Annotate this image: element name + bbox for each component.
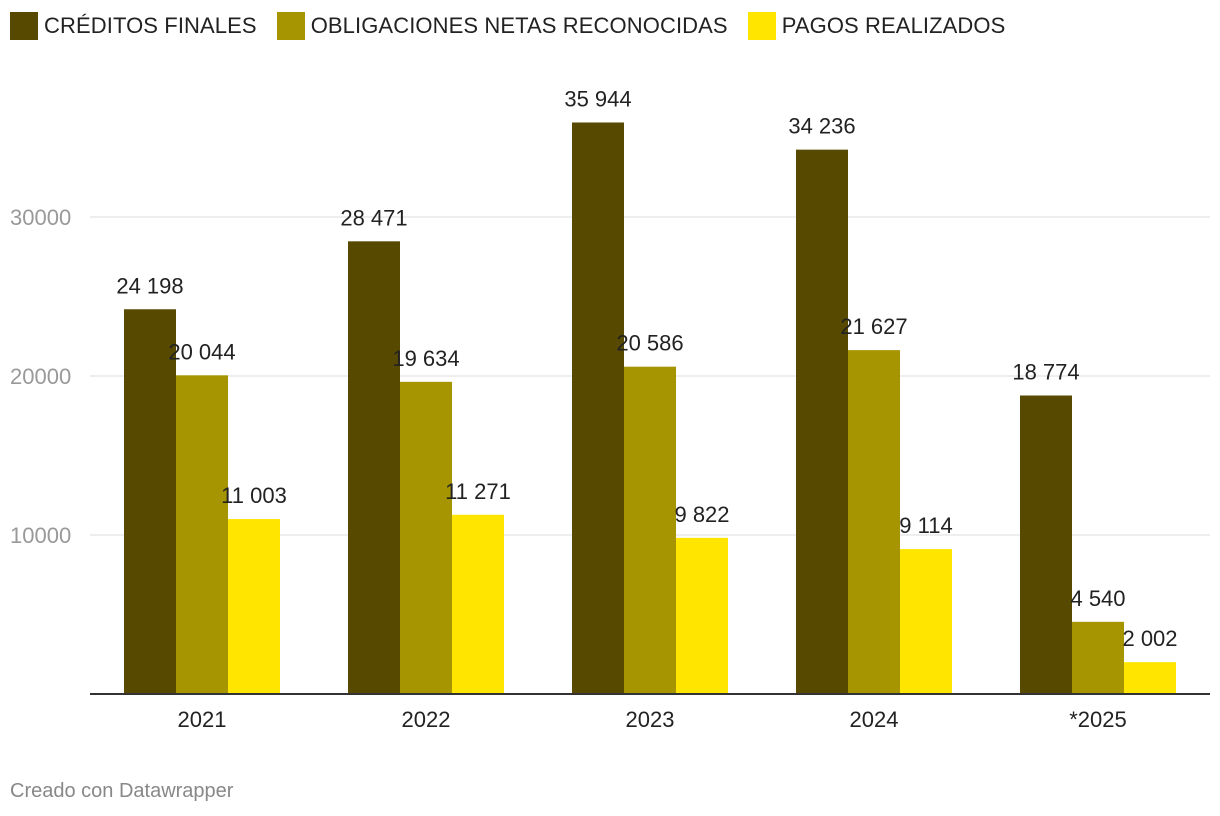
bar-2025-series-1	[1072, 621, 1124, 694]
legend-label-creditos-finales: CRÉDITOS FINALES	[44, 13, 257, 38]
data-label-2022-series-2: 11 271	[445, 479, 511, 504]
data-label-2022-series-1: 19 634	[392, 346, 459, 371]
bar-2022-series-0	[348, 241, 400, 694]
data-label-2025-series-1: 4 540	[1070, 586, 1125, 611]
legend-item-creditos-finales: CRÉDITOS FINALES	[10, 12, 257, 40]
x-tick-label-2025: *2025	[1069, 707, 1127, 732]
data-label-2023-series-1: 20 586	[616, 331, 683, 356]
bar-2023-series-0	[572, 122, 624, 694]
bar-2023-series-1	[624, 366, 676, 694]
bar-2025-series-2	[1124, 662, 1176, 694]
bar-2023-series-2	[676, 537, 728, 694]
bar-2024-series-1	[848, 350, 900, 694]
data-label-2024-series-2: 9 114	[899, 513, 952, 538]
data-label-2025-series-2: 2 002	[1122, 626, 1177, 651]
legend-swatch-creditos-finales	[10, 12, 38, 40]
bar-2024-series-2	[900, 549, 952, 694]
footer-credit: Creado con Datawrapper	[10, 780, 234, 802]
y-tick-label-20000: 20000	[10, 364, 71, 389]
legend-swatch-obligaciones	[276, 12, 305, 40]
bar-2022-series-1	[400, 381, 452, 694]
x-tick-label-2023: 2023	[626, 707, 675, 732]
data-label-2023-series-0: 35 944	[564, 86, 631, 111]
bar-2022-series-2	[452, 514, 504, 694]
data-label-2022-series-0: 28 471	[340, 205, 407, 230]
legend-swatch-pagos	[747, 12, 776, 40]
bar-2024-series-0	[796, 149, 848, 695]
data-label-2021-series-0: 24 198	[116, 273, 183, 298]
data-label-2025-series-0: 18 774	[1012, 359, 1079, 384]
bar-2021-series-1	[176, 375, 228, 694]
y-tick-label-10000: 10000	[10, 523, 71, 548]
bar-2025-series-0	[1020, 395, 1072, 694]
data-label-2021-series-2: 11 003	[221, 483, 287, 508]
data-label-2023-series-2: 9 822	[674, 502, 729, 527]
data-label-2024-series-1: 21 627	[840, 314, 907, 339]
bar-2021-series-2	[228, 519, 280, 694]
y-tick-label-30000: 30000	[10, 205, 71, 230]
x-tick-label-2024: 2024	[850, 707, 899, 732]
x-tick-label-2022: 2022	[402, 707, 451, 732]
legend: CRÉDITOS FINALES OBLIGACIONES NETAS RECO…	[10, 12, 1025, 40]
data-label-2021-series-1: 20 044	[168, 339, 235, 364]
bar-2021-series-0	[124, 309, 176, 694]
bar-chart: 10000 20000 30000 24 198 20 044 11 003 2021 28 …	[10, 86, 1210, 732]
x-tick-label-2021: 2021	[178, 707, 227, 732]
legend-item-obligaciones: OBLIGACIONES NETAS RECONOCIDAS	[276, 12, 728, 40]
legend-item-pagos: PAGOS REALIZADOS	[747, 12, 1006, 40]
data-label-2024-series-0: 34 236	[788, 114, 855, 139]
legend-label-obligaciones: OBLIGACIONES NETAS RECONOCIDAS	[310, 13, 728, 38]
legend-label-pagos: PAGOS REALIZADOS	[781, 13, 1006, 38]
